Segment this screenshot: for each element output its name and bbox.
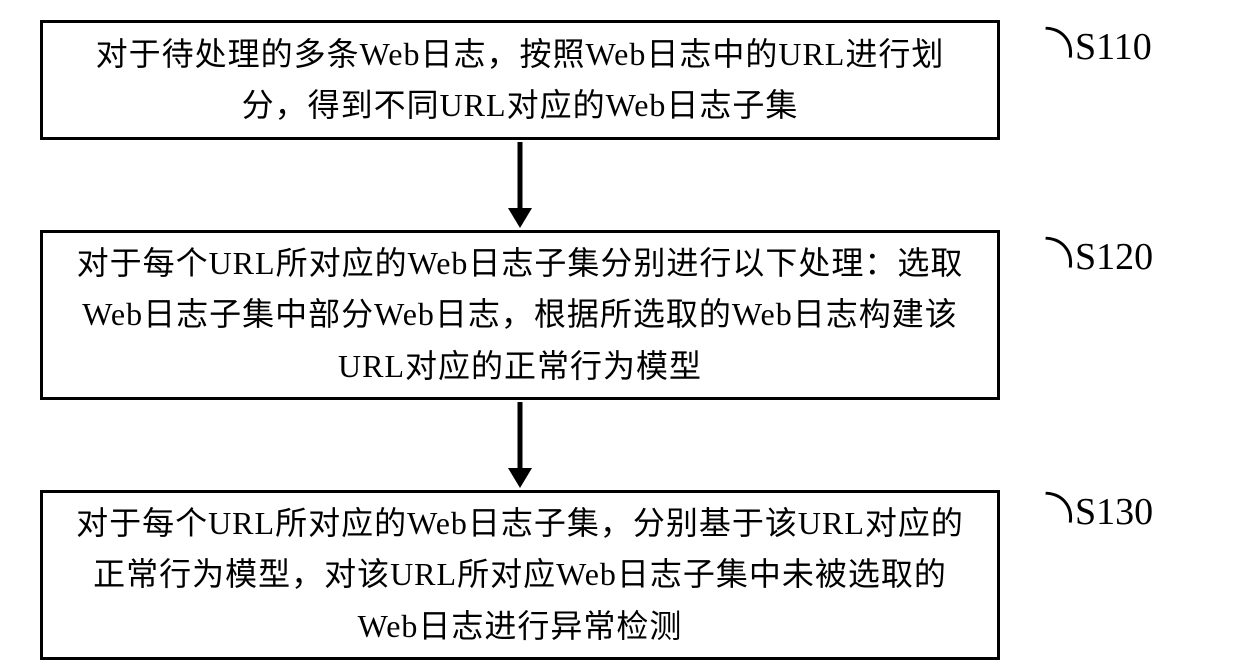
- arrow-1-to-2: [508, 142, 532, 230]
- step-1-label: S110: [1075, 25, 1152, 69]
- flowchart-container: 对于待处理的多条Web日志，按照Web日志中的URL进行划分，得到不同URL对应…: [0, 0, 1240, 670]
- arrow-line: [518, 142, 523, 210]
- label-connector-2: [989, 223, 1085, 317]
- step-2-text: 对于每个URL所对应的Web日志子集分别进行以下处理：选取Web日志子集中部分W…: [63, 238, 977, 392]
- flowchart-step-1: 对于待处理的多条Web日志，按照Web日志中的URL进行划分，得到不同URL对应…: [40, 20, 1000, 140]
- label-connector-1: [989, 13, 1085, 107]
- flowchart-step-2: 对于每个URL所对应的Web日志子集分别进行以下处理：选取Web日志子集中部分W…: [40, 230, 1000, 400]
- arrow-2-to-3: [508, 402, 532, 490]
- step-3-text: 对于每个URL所对应的Web日志子集，分别基于该URL对应的正常行为模型，对该U…: [63, 498, 977, 652]
- step-3-label: S130: [1075, 490, 1153, 534]
- flowchart-step-3: 对于每个URL所对应的Web日志子集，分别基于该URL对应的正常行为模型，对该U…: [40, 490, 1000, 660]
- arrow-head-icon: [508, 468, 532, 488]
- step-2-label: S120: [1075, 235, 1153, 279]
- arrow-head-icon: [508, 208, 532, 228]
- arrow-line: [518, 402, 523, 470]
- label-connector-3: [989, 478, 1085, 572]
- step-1-text: 对于待处理的多条Web日志，按照Web日志中的URL进行划分，得到不同URL对应…: [63, 29, 977, 131]
